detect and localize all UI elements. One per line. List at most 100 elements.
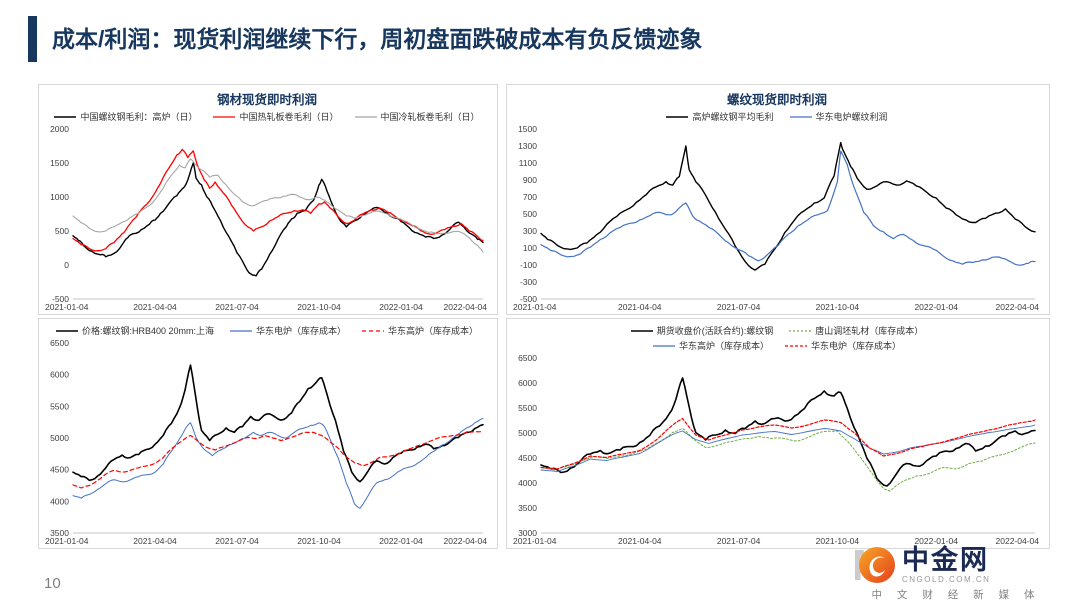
legend-label: 华东高炉（库存成本）	[678, 341, 769, 351]
chart-legend: 价格:螺纹钢:HRB400 20mm:上海 华东电炉（库存成本） 华东高炉（库存成本…	[43, 324, 491, 337]
legend-line-swatch	[789, 115, 812, 118]
legend-item: 中国螺纹钢毛利：高炉（日）	[54, 110, 197, 123]
svg-text:2021-01-04: 2021-01-04	[513, 302, 557, 312]
svg-text:1300: 1300	[518, 141, 537, 151]
legend-item: 价格:螺纹钢:HRB400 20mm:上海	[55, 324, 214, 337]
legend-label: 华东高炉（库存成本）	[388, 326, 479, 336]
legend-item: 中国热轧板卷毛利（日）	[213, 110, 339, 123]
svg-text:300: 300	[523, 226, 537, 236]
legend-line-swatch	[666, 115, 689, 118]
svg-text:2021-07-04: 2021-07-04	[717, 536, 761, 546]
slide-header: 成本/利润：现货利润继续下行，周初盘面跌破成本有负反馈迹象	[28, 16, 1060, 62]
svg-text:2022-04-04: 2022-04-04	[996, 302, 1040, 312]
svg-text:2021-04-04: 2021-04-04	[133, 536, 177, 546]
legend-label: 华东电炉螺纹利润	[815, 112, 888, 122]
svg-text:5500: 5500	[518, 403, 537, 413]
legend-label: 华东电炉（库存成本）	[811, 341, 902, 351]
svg-text:100: 100	[523, 243, 537, 253]
svg-text:900: 900	[523, 175, 537, 185]
legend-label: 华东电炉（库存成本）	[256, 326, 347, 336]
svg-text:500: 500	[523, 209, 537, 219]
svg-text:6000: 6000	[50, 370, 69, 380]
watermark-brand: 中金网	[902, 544, 989, 575]
svg-text:0: 0	[64, 260, 69, 270]
svg-text:700: 700	[523, 192, 537, 202]
chart-rebar-price-vs-cost: 价格:螺纹钢:HRB400 20mm:上海 华东电炉（库存成本） 华东高炉（库存成本…	[38, 318, 498, 549]
svg-text:4500: 4500	[50, 465, 69, 475]
svg-text:2021-07-04: 2021-07-04	[717, 302, 761, 312]
svg-text:5000: 5000	[50, 433, 69, 443]
chart-steel-spot-profit: 钢材现货即时利润 中国螺纹钢毛利：高炉（日） 中国热轧板卷毛利（日） 中国冷轧板卷毛利…	[38, 84, 498, 315]
cngold-logo-icon	[859, 547, 895, 583]
svg-text:2022-01-04: 2022-01-04	[914, 536, 958, 546]
legend-item: 华东电炉（库存成本）	[230, 324, 346, 337]
svg-text:2022-04-04: 2022-04-04	[444, 536, 488, 546]
watermark-domain: CNGOLD.COM.CN	[902, 574, 991, 584]
svg-text:4500: 4500	[518, 453, 537, 463]
svg-text:2021-01-04: 2021-01-04	[513, 536, 557, 546]
svg-text:1500: 1500	[518, 124, 537, 134]
legend-item: 华东高炉（库存成本）	[362, 324, 478, 337]
svg-text:3500: 3500	[518, 503, 537, 513]
legend-label: 中国热轧板卷毛利（日）	[239, 112, 339, 122]
legend-line-swatch	[789, 329, 812, 332]
svg-text:2021-01-04: 2021-01-04	[45, 536, 89, 546]
svg-text:2022-04-04: 2022-04-04	[996, 536, 1040, 546]
svg-text:1500: 1500	[50, 158, 69, 168]
chart-title: 螺纹现货即时利润	[726, 93, 827, 107]
chart-rebar-futures-vs-cost: 期货收盘价(活跃合约):螺纹钢 唐山调坯轧材（库存成本） 华东高炉（库存成本） 华东电…	[506, 318, 1050, 549]
plot-area: 3000 3500 4000 4500 5000 5500 6000 6500 2021-01-…	[511, 352, 1043, 546]
legend-label: 唐山调坯轧材（库存成本）	[815, 326, 924, 336]
legend-item: 期货收盘价(活跃合约):螺纹钢	[630, 324, 773, 337]
svg-text:-500: -500	[520, 294, 537, 304]
legend-line-swatch	[213, 115, 236, 118]
svg-text:4000: 4000	[50, 496, 69, 506]
legend-line-swatch	[362, 329, 385, 332]
plot-area: -500 0 500 1000 1500 2000 2021-01-04 2021-04-04…	[43, 123, 491, 312]
watermark-tagline: 中 文 财 经 新 媒 体	[871, 589, 1041, 601]
svg-text:3000: 3000	[518, 528, 537, 538]
legend-line-swatch	[354, 115, 377, 118]
svg-text:1100: 1100	[519, 158, 538, 168]
svg-text:4000: 4000	[518, 478, 537, 488]
legend-item: 高炉螺纹钢平均毛利	[666, 110, 774, 123]
chart-legend: 中国螺纹钢毛利：高炉（日） 中国热轧板卷毛利（日） 中国冷轧板卷毛利（日）	[43, 110, 491, 123]
chart-legend: 华东高炉（库存成本） 华东电炉（库存成本）	[511, 339, 1043, 352]
svg-text:1000: 1000	[50, 192, 69, 202]
title-accent-bar	[28, 16, 37, 62]
chart-legend: 期货收盘价(活跃合约):螺纹钢 唐山调坯轧材（库存成本）	[511, 324, 1043, 337]
legend-line-swatch	[630, 329, 653, 332]
legend-line-swatch	[652, 344, 675, 347]
svg-text:6500: 6500	[518, 353, 537, 363]
plot-area: 3500 4000 4500 5000 5500 6000 6500 2021-01-04 20…	[43, 337, 491, 546]
svg-text:6000: 6000	[518, 378, 537, 388]
svg-text:2021-04-04: 2021-04-04	[618, 302, 662, 312]
legend-item: 华东高炉（库存成本）	[652, 339, 769, 352]
svg-text:3500: 3500	[50, 528, 69, 538]
legend-item: 中国冷轧板卷毛利（日）	[354, 110, 480, 123]
legend-line-swatch	[55, 329, 78, 332]
svg-text:2022-01-04: 2022-01-04	[379, 536, 423, 546]
svg-text:2021-04-04: 2021-04-04	[618, 536, 662, 546]
legend-label: 价格:螺纹钢:HRB400 20mm:上海	[81, 326, 214, 336]
svg-text:2022-01-04: 2022-01-04	[914, 302, 958, 312]
svg-text:-100: -100	[520, 260, 537, 270]
svg-text:5000: 5000	[518, 428, 537, 438]
svg-text:2021-10-04: 2021-10-04	[816, 536, 860, 546]
legend-item: 唐山调坯轧材（库存成本）	[789, 324, 923, 337]
svg-text:2021-10-04: 2021-10-04	[297, 302, 341, 312]
svg-text:2000: 2000	[50, 124, 69, 134]
legend-item: 华东电炉螺纹利润	[789, 110, 888, 123]
svg-text:2021-07-04: 2021-07-04	[215, 536, 259, 546]
svg-text:5500: 5500	[50, 401, 69, 411]
svg-text:500: 500	[55, 226, 69, 236]
svg-text:2021-07-04: 2021-07-04	[215, 302, 259, 312]
page-number: 10	[44, 575, 61, 592]
page-title: 成本/利润：现货利润继续下行，周初盘面跌破成本有负反馈迹象	[52, 26, 703, 52]
legend-label: 高炉螺纹钢平均毛利	[692, 112, 774, 122]
legend-label: 中国冷轧板卷毛利（日）	[380, 112, 480, 122]
svg-text:2022-01-04: 2022-01-04	[379, 302, 423, 312]
svg-text:2022-04-04: 2022-04-04	[444, 302, 488, 312]
svg-text:-500: -500	[52, 294, 69, 304]
svg-text:2021-10-04: 2021-10-04	[816, 302, 860, 312]
